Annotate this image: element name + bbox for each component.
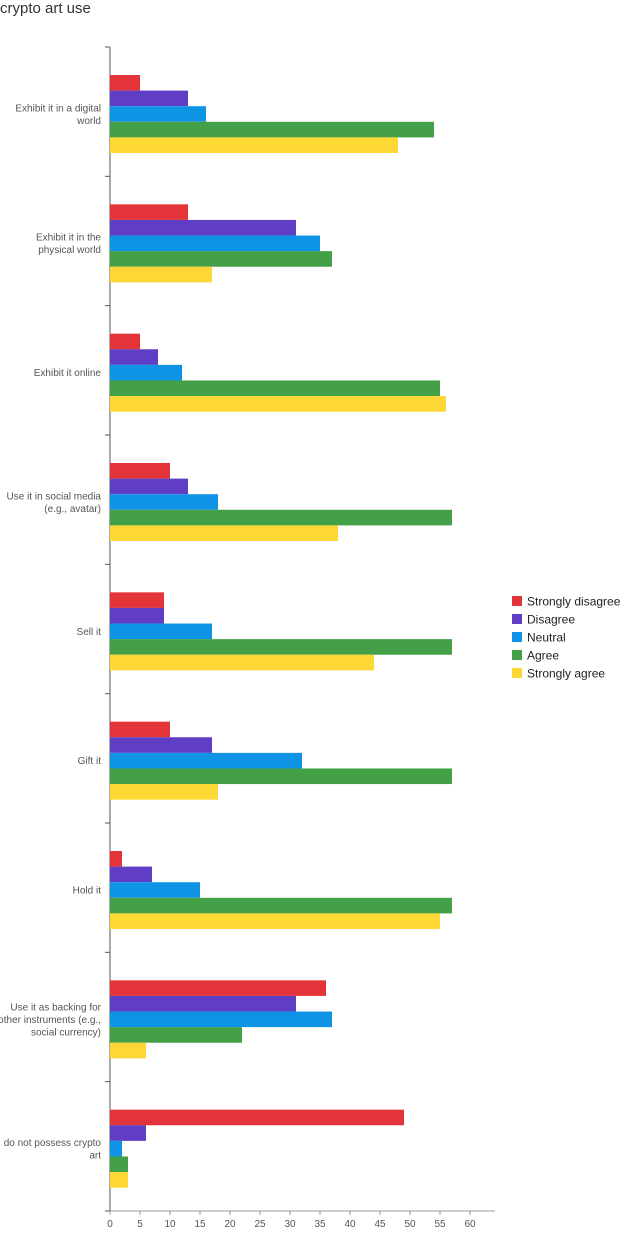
bar-strongly-disagree [110, 333, 140, 350]
bar-disagree [110, 90, 188, 107]
legend-label: Agree [527, 649, 559, 663]
legend-label: Strongly disagree [527, 595, 621, 609]
bar-strongly-agree [110, 784, 218, 800]
bar-strongly-disagree [110, 592, 164, 608]
bar-strongly-agree [110, 396, 446, 412]
bar-strongly-agree [110, 654, 374, 671]
bar-agree [110, 768, 452, 785]
legend-swatch [512, 668, 522, 678]
bar-strongly-disagree [110, 1109, 404, 1126]
legend-swatch [512, 632, 522, 642]
category-label: Use it as backing for other instruments (… [0, 1002, 102, 1038]
category-label: do not possess crypto art [4, 1138, 102, 1162]
category-label: Exhibit it in a digital world [15, 103, 101, 127]
bar-strongly-disagree [110, 721, 170, 738]
bar-agree [110, 509, 452, 526]
bar-strongly-agree [110, 1172, 128, 1188]
bar-disagree [110, 1125, 146, 1141]
legend-label: Disagree [527, 613, 575, 627]
bar-agree [110, 380, 440, 397]
bar-agree [110, 251, 332, 267]
x-tick-label: 40 [344, 1219, 356, 1230]
bar-neutral [110, 882, 200, 898]
bar-strongly-disagree [110, 463, 170, 479]
x-tick-label: 60 [464, 1219, 476, 1230]
legend-swatch [512, 650, 522, 660]
bar-strongly-agree [110, 525, 338, 541]
bar-strongly-disagree [110, 204, 188, 220]
bar-disagree [110, 219, 296, 236]
x-tick-label: 15 [194, 1219, 206, 1230]
bar-neutral [110, 1011, 332, 1028]
bar-neutral [110, 106, 206, 122]
x-tick-label: 50 [404, 1219, 416, 1230]
bar-strongly-agree [110, 137, 398, 153]
bar-strongly-agree [110, 913, 440, 929]
bar-agree [110, 1027, 242, 1043]
bar-disagree [110, 866, 152, 883]
x-tick-label: 45 [374, 1219, 386, 1230]
bar-disagree [110, 478, 188, 495]
bar-agree [110, 121, 434, 138]
bar-strongly-disagree [110, 851, 122, 867]
chart-title: crypto art use [0, 0, 91, 17]
x-tick-label: 55 [434, 1219, 446, 1230]
legend-swatch [512, 614, 522, 624]
bar-agree [110, 639, 452, 655]
bar-strongly-agree [110, 1042, 146, 1059]
bar-strongly-disagree [110, 75, 140, 91]
bar-disagree [110, 737, 212, 753]
bar-disagree [110, 995, 296, 1012]
legend-swatch [512, 596, 522, 606]
category-label: Gift it [78, 756, 102, 767]
category-label: Exhibit it in the physical world [36, 233, 101, 256]
category-label: Sell it [77, 627, 102, 638]
bar-neutral [110, 1140, 122, 1157]
bar-disagree [110, 349, 158, 365]
bar-neutral [110, 235, 320, 252]
legend-label: Strongly agree [527, 667, 605, 681]
bar-neutral [110, 494, 218, 510]
x-tick-label: 5 [137, 1219, 143, 1230]
category-label: Exhibit it online [34, 368, 102, 379]
category-label: Hold it [73, 886, 102, 897]
bar-neutral [110, 364, 182, 381]
bar-strongly-disagree [110, 980, 326, 996]
x-tick-label: 10 [164, 1219, 176, 1230]
x-tick-label: 30 [284, 1219, 296, 1230]
bar-agree [110, 897, 452, 914]
category-label: Use it in social media (e.g., avatar) [7, 491, 102, 515]
bar-agree [110, 1156, 128, 1173]
x-tick-label: 25 [254, 1219, 266, 1230]
bar-strongly-agree [110, 266, 212, 283]
x-tick-label: 35 [314, 1219, 326, 1230]
legend-label: Neutral [527, 631, 566, 645]
bar-disagree [110, 607, 164, 624]
bar-neutral [110, 623, 212, 640]
x-tick-label: 20 [224, 1219, 236, 1230]
x-tick-label: 0 [107, 1219, 113, 1230]
bar-neutral [110, 752, 302, 769]
